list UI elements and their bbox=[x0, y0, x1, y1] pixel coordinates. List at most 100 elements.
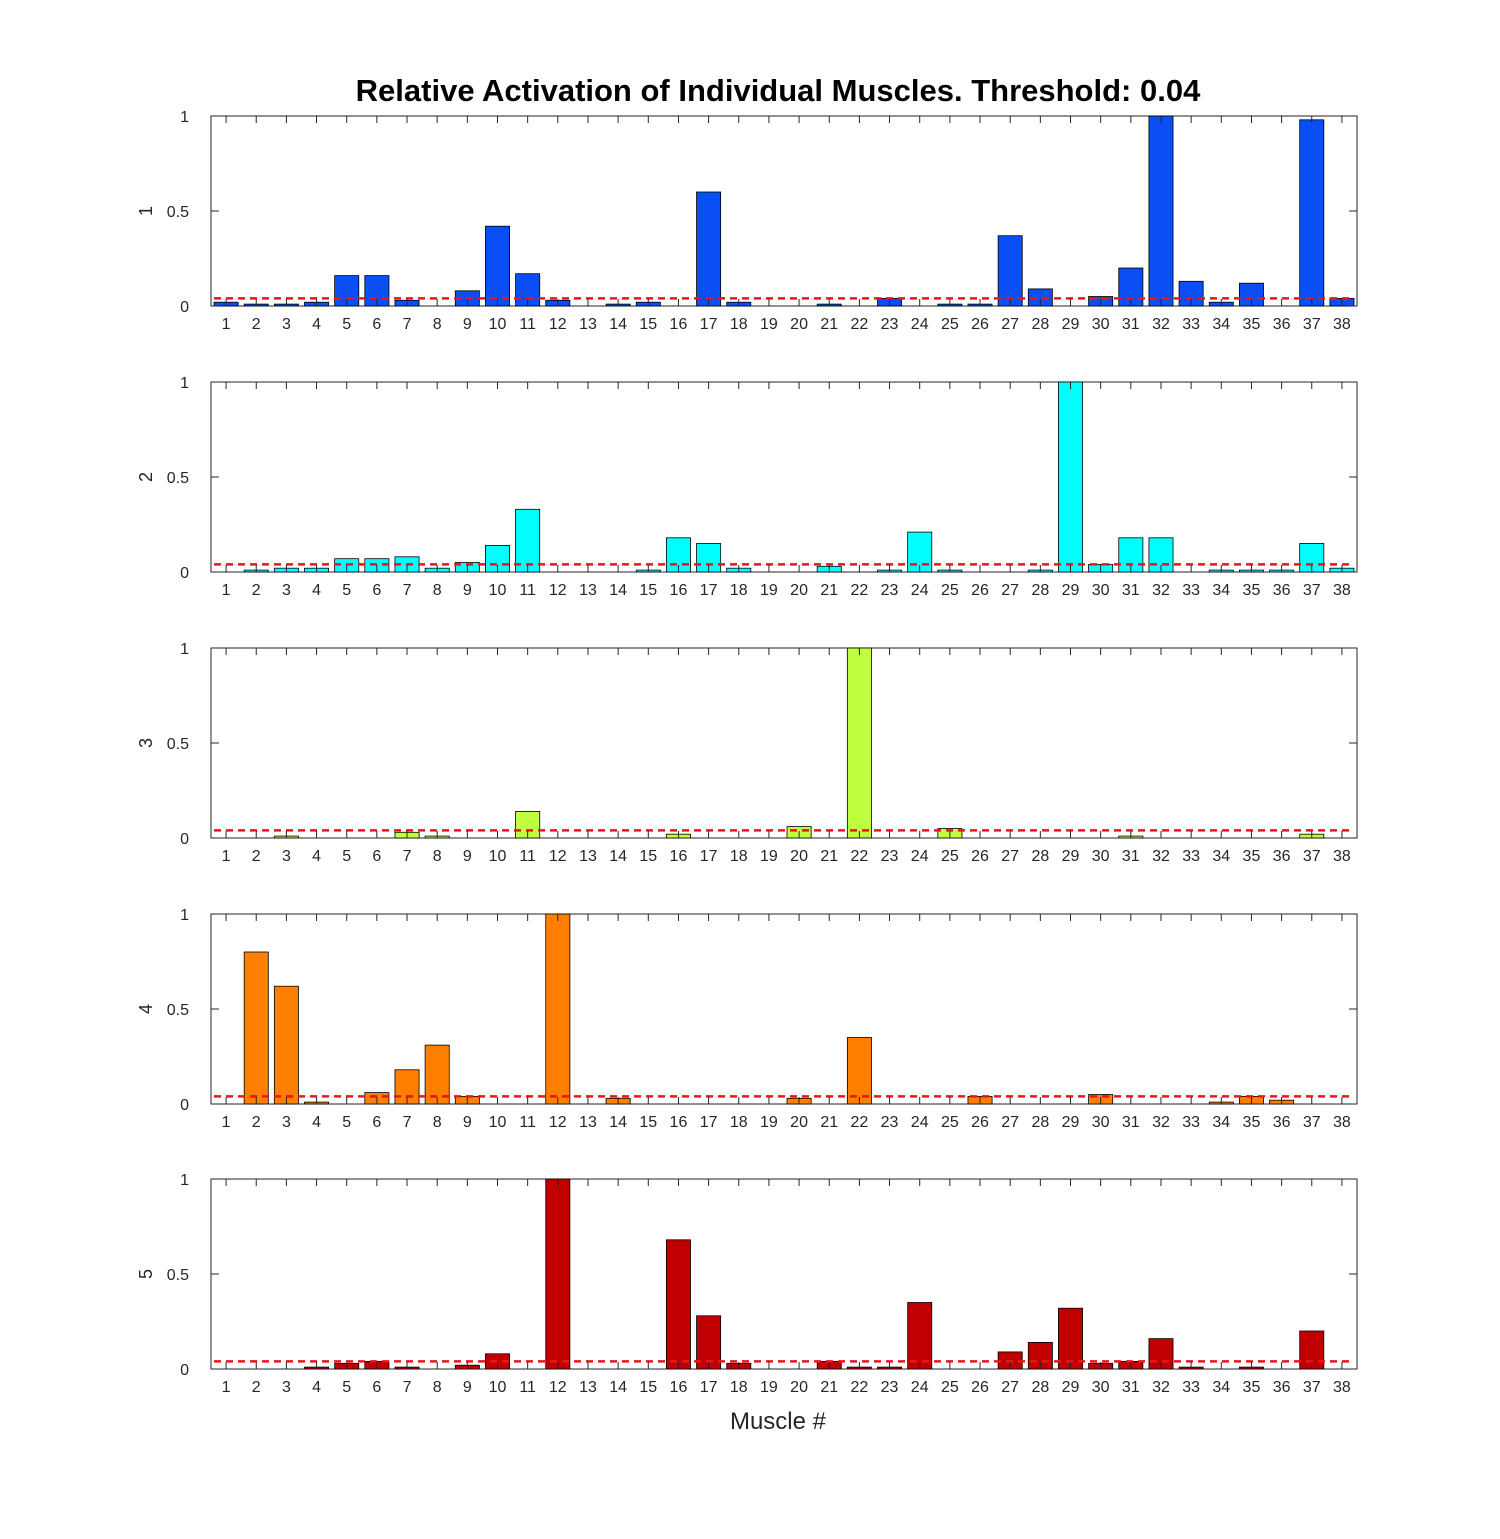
x-tick-label: 7 bbox=[403, 1114, 412, 1131]
y-axis-label: 4 bbox=[136, 1004, 156, 1014]
x-tick-label: 38 bbox=[1333, 1379, 1351, 1396]
x-tick-label: 34 bbox=[1212, 1379, 1230, 1396]
x-tick-label: 29 bbox=[1062, 1114, 1080, 1131]
bar bbox=[545, 1178, 571, 1370]
bar bbox=[424, 1044, 450, 1105]
x-tick-label: 31 bbox=[1122, 582, 1140, 599]
bar bbox=[243, 951, 269, 1105]
x-tick-label: 28 bbox=[1031, 1114, 1049, 1131]
x-tick-label: 4 bbox=[312, 848, 321, 865]
x-tick-label: 3 bbox=[282, 316, 291, 333]
x-tick-label: 15 bbox=[639, 1379, 657, 1396]
x-tick-label: 30 bbox=[1092, 1114, 1110, 1131]
x-tick-label: 8 bbox=[433, 582, 442, 599]
bar bbox=[1299, 119, 1325, 307]
x-tick-label: 1 bbox=[222, 316, 231, 333]
x-tick-label: 16 bbox=[670, 1379, 688, 1396]
x-tick-label: 7 bbox=[403, 582, 412, 599]
subplot-2: 00.511 2 3 4 5 6 7 8 9 10 11 12 13 14 15 16 17 18 19 20 21 22… bbox=[136, 375, 1358, 599]
y-tick-label: 0.5 bbox=[167, 736, 189, 753]
y-tick-label: 0 bbox=[180, 1097, 189, 1114]
x-tick-label: 19 bbox=[760, 848, 778, 865]
x-tick-label: 18 bbox=[730, 316, 748, 333]
x-tick-label: 26 bbox=[971, 848, 989, 865]
x-tick-label: 26 bbox=[971, 582, 989, 599]
bar bbox=[665, 1239, 691, 1370]
bar bbox=[1148, 115, 1174, 307]
x-tick-label: 20 bbox=[790, 1379, 808, 1396]
x-tick-label: 28 bbox=[1031, 848, 1049, 865]
x-axis-label: Muscle # bbox=[730, 1408, 827, 1435]
x-tick-label: 16 bbox=[670, 1114, 688, 1131]
x-tick-label: 20 bbox=[790, 848, 808, 865]
x-tick-label: 27 bbox=[1001, 582, 1019, 599]
x-tick-label: 15 bbox=[639, 316, 657, 333]
x-tick-label: 4 bbox=[312, 1114, 321, 1131]
x-tick-label: 22 bbox=[850, 1379, 868, 1396]
x-tick-label: 1 bbox=[222, 848, 231, 865]
x-tick-label: 11 bbox=[519, 582, 536, 599]
x-tick-label: 16 bbox=[670, 316, 688, 333]
x-tick-label: 6 bbox=[372, 1114, 381, 1131]
x-tick-label: 4 bbox=[312, 582, 321, 599]
x-tick-label: 9 bbox=[463, 1379, 472, 1396]
x-tick-label: 25 bbox=[941, 1114, 959, 1131]
y-tick-label: 0.5 bbox=[167, 1002, 189, 1019]
x-tick-label: 29 bbox=[1062, 848, 1080, 865]
x-tick-label: 23 bbox=[881, 1114, 899, 1131]
x-tick-label: 5 bbox=[342, 1379, 351, 1396]
x-tick-label: 5 bbox=[342, 582, 351, 599]
x-tick-label: 19 bbox=[760, 1379, 778, 1396]
x-tick-label: 36 bbox=[1273, 582, 1291, 599]
x-tick-label: 22 bbox=[850, 582, 868, 599]
x-tick-label: 12 bbox=[549, 582, 567, 599]
x-tick-label: 26 bbox=[971, 1114, 989, 1131]
x-tick-label: 35 bbox=[1243, 582, 1261, 599]
x-tick-label: 14 bbox=[609, 1379, 627, 1396]
x-tick-label: 1 bbox=[222, 582, 231, 599]
x-tick-label: 4 bbox=[312, 1379, 321, 1396]
subplot-5: 00.511 2 3 4 5 6 7 8 9 10 11 12 13 14 15 16 17 18 19 20 21 22… bbox=[136, 1172, 1358, 1396]
y-tick-label: 1 bbox=[180, 1172, 189, 1189]
x-tick-label: 24 bbox=[911, 1379, 929, 1396]
x-tick-label: 12 bbox=[549, 1379, 567, 1396]
x-tick-label: 22 bbox=[850, 848, 868, 865]
bar bbox=[846, 647, 872, 839]
x-tick-label: 38 bbox=[1333, 1114, 1351, 1131]
x-tick-label: 16 bbox=[670, 848, 688, 865]
x-tick-label: 11 bbox=[519, 848, 536, 865]
axes-box bbox=[210, 913, 1358, 1105]
x-tick-label: 37 bbox=[1303, 1114, 1321, 1131]
x-tick-label: 30 bbox=[1092, 582, 1110, 599]
x-tick-label: 17 bbox=[700, 1379, 718, 1396]
x-tick-label: 28 bbox=[1031, 582, 1049, 599]
x-tick-label: 8 bbox=[433, 1379, 442, 1396]
x-tick-label: 10 bbox=[489, 582, 507, 599]
x-tick-label: 5 bbox=[342, 316, 351, 333]
x-tick-label: 22 bbox=[850, 316, 868, 333]
x-tick-label: 31 bbox=[1122, 848, 1140, 865]
y-tick-label: 1 bbox=[180, 109, 189, 126]
x-tick-label: 33 bbox=[1182, 316, 1200, 333]
x-tick-label: 11 bbox=[519, 1114, 536, 1131]
x-tick-label: 19 bbox=[760, 316, 778, 333]
y-tick-label: 1 bbox=[180, 375, 189, 392]
x-tick-label: 25 bbox=[941, 848, 959, 865]
x-tick-label: 34 bbox=[1212, 848, 1230, 865]
x-tick-label: 27 bbox=[1001, 1379, 1019, 1396]
y-tick-label: 0 bbox=[180, 565, 189, 582]
x-tick-label: 36 bbox=[1273, 1379, 1291, 1396]
x-tick-label: 31 bbox=[1122, 1379, 1140, 1396]
bar bbox=[846, 1037, 872, 1105]
x-tick-label: 1 bbox=[222, 1114, 231, 1131]
x-tick-label: 32 bbox=[1152, 1114, 1170, 1131]
x-tick-label: 18 bbox=[730, 848, 748, 865]
bar bbox=[545, 913, 571, 1105]
x-tick-label: 33 bbox=[1182, 1379, 1200, 1396]
x-tick-label: 17 bbox=[700, 1114, 718, 1131]
x-tick-label: 8 bbox=[433, 848, 442, 865]
axes-box bbox=[210, 381, 1358, 573]
x-tick-label: 13 bbox=[579, 848, 597, 865]
x-tick-label: 35 bbox=[1243, 848, 1261, 865]
x-tick-label: 1 bbox=[222, 1379, 231, 1396]
